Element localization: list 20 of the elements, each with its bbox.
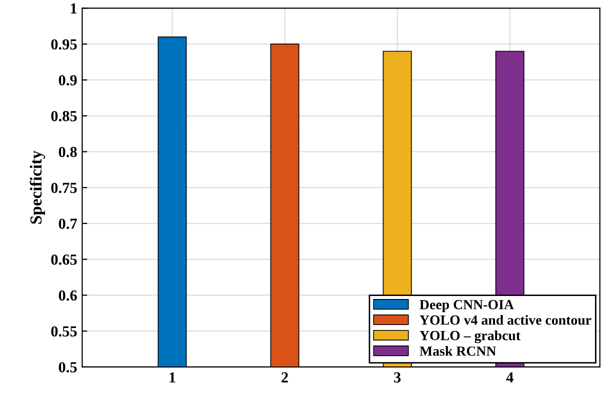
x-tick-label: 3: [394, 372, 401, 383]
legend-label: Mask RCNN: [420, 346, 496, 356]
y-tick-label: 0.95: [51, 39, 77, 50]
y-tick-label: 0.7: [58, 218, 77, 229]
legend-label: Deep CNN-OIA: [420, 300, 514, 312]
y-tick-label: 0.85: [51, 110, 77, 122]
x-tick-label: 1: [170, 372, 176, 382]
y-tick-label: 0.65: [51, 254, 77, 265]
y-tick-label: 0.55: [51, 326, 77, 337]
y-axis-title: Specificity: [30, 150, 46, 224]
y-tick-label: 0.5: [58, 362, 77, 372]
legend-label: YOLO v4 and active contour: [420, 314, 592, 325]
legend-label: YOLO – grabcut: [420, 330, 520, 344]
y-tick-label: 1: [70, 3, 77, 14]
x-tick-label: 4: [506, 372, 514, 382]
x-tick-label: 2: [282, 372, 288, 382]
y-tick-label: 0.9: [58, 75, 77, 86]
y-tick-label: 0.8: [58, 146, 77, 158]
y-tick-label: 0.6: [58, 290, 77, 301]
y-tick-label: 0.75: [51, 182, 77, 194]
